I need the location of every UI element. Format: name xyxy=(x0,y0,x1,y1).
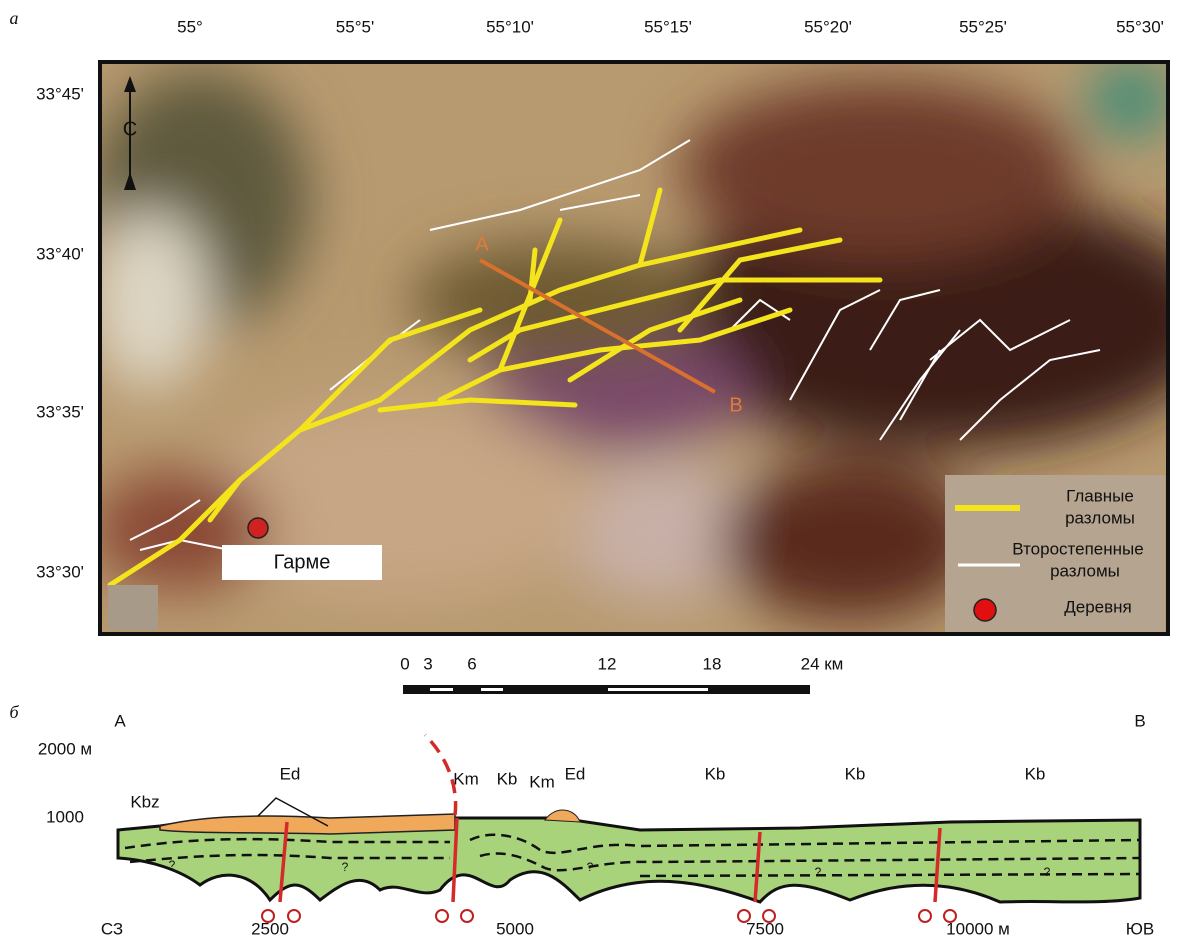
unknown-label: ? xyxy=(587,860,594,874)
scale-label: 0 xyxy=(400,654,409,673)
elevation-label: 1000 xyxy=(46,807,84,826)
unknown-label: ? xyxy=(1044,865,1051,879)
unit-label: Km xyxy=(529,772,555,791)
elevation-label: 2000 м xyxy=(38,739,92,758)
longitude-label: 55° xyxy=(177,17,203,36)
profile-start: А xyxy=(475,233,489,255)
figure: а 55° 55°5' 55°10' 55°15' 55°20' 55°25' 55°30' 3… xyxy=(0,0,1181,945)
longitude-label: 55°15' xyxy=(644,17,692,36)
distance-label: 7500 xyxy=(746,919,784,938)
cross-section xyxy=(118,735,1140,922)
unit-label: Km xyxy=(453,769,479,788)
longitude-label: 55°5' xyxy=(336,17,374,36)
unit-label: Kb xyxy=(705,764,726,783)
distance-label: 10000 м xyxy=(946,919,1010,938)
legend-text: Второстепенные xyxy=(1012,539,1143,558)
village-label: Гарме xyxy=(274,551,331,573)
longitude-label: 55°30' xyxy=(1116,17,1164,36)
unknown-label: ? xyxy=(342,860,349,874)
panel-label: б xyxy=(9,702,19,722)
direction-label: СЗ xyxy=(101,919,123,938)
longitude-label: 55°20' xyxy=(804,17,852,36)
unknown-label: ? xyxy=(169,858,176,872)
scale-bar xyxy=(403,685,810,694)
scale-label: 3 xyxy=(423,654,432,673)
legend-text: разломы xyxy=(1065,508,1135,527)
unit-label: Ed xyxy=(280,764,301,783)
distance-label: 5000 xyxy=(496,919,534,938)
profile-end: В xyxy=(729,394,742,416)
unknown-label: ? xyxy=(815,865,822,879)
unit-label: Kb xyxy=(497,769,518,788)
north-label: С xyxy=(123,118,137,140)
scale-label: 18 xyxy=(703,654,722,673)
section-end: В xyxy=(1134,711,1145,730)
unit-label: Kb xyxy=(845,764,866,783)
latitude-label: 33°45' xyxy=(36,84,84,103)
scale-label: 12 xyxy=(598,654,617,673)
latitude-label: 33°30' xyxy=(36,562,84,581)
longitude-label: 55°25' xyxy=(959,17,1007,36)
unit-label: Kbz xyxy=(130,792,159,811)
scale-label: 6 xyxy=(467,654,476,673)
section-start: А xyxy=(114,711,126,730)
unit-label: Ed xyxy=(565,764,586,783)
latitude-label: 33°35' xyxy=(36,402,84,421)
panel-label: а xyxy=(10,8,19,28)
legend-text: разломы xyxy=(1050,561,1120,580)
latitude-label: 33°40' xyxy=(36,244,84,263)
unit-label: Kb xyxy=(1025,764,1046,783)
legend-text: Деревня xyxy=(1064,597,1132,616)
legend-text: Главные xyxy=(1066,486,1134,505)
distance-label: 2500 xyxy=(251,919,289,938)
direction-label: ЮВ xyxy=(1126,919,1155,938)
longitude-label: 55°10' xyxy=(486,17,534,36)
scale-label: 24 км xyxy=(801,654,844,673)
